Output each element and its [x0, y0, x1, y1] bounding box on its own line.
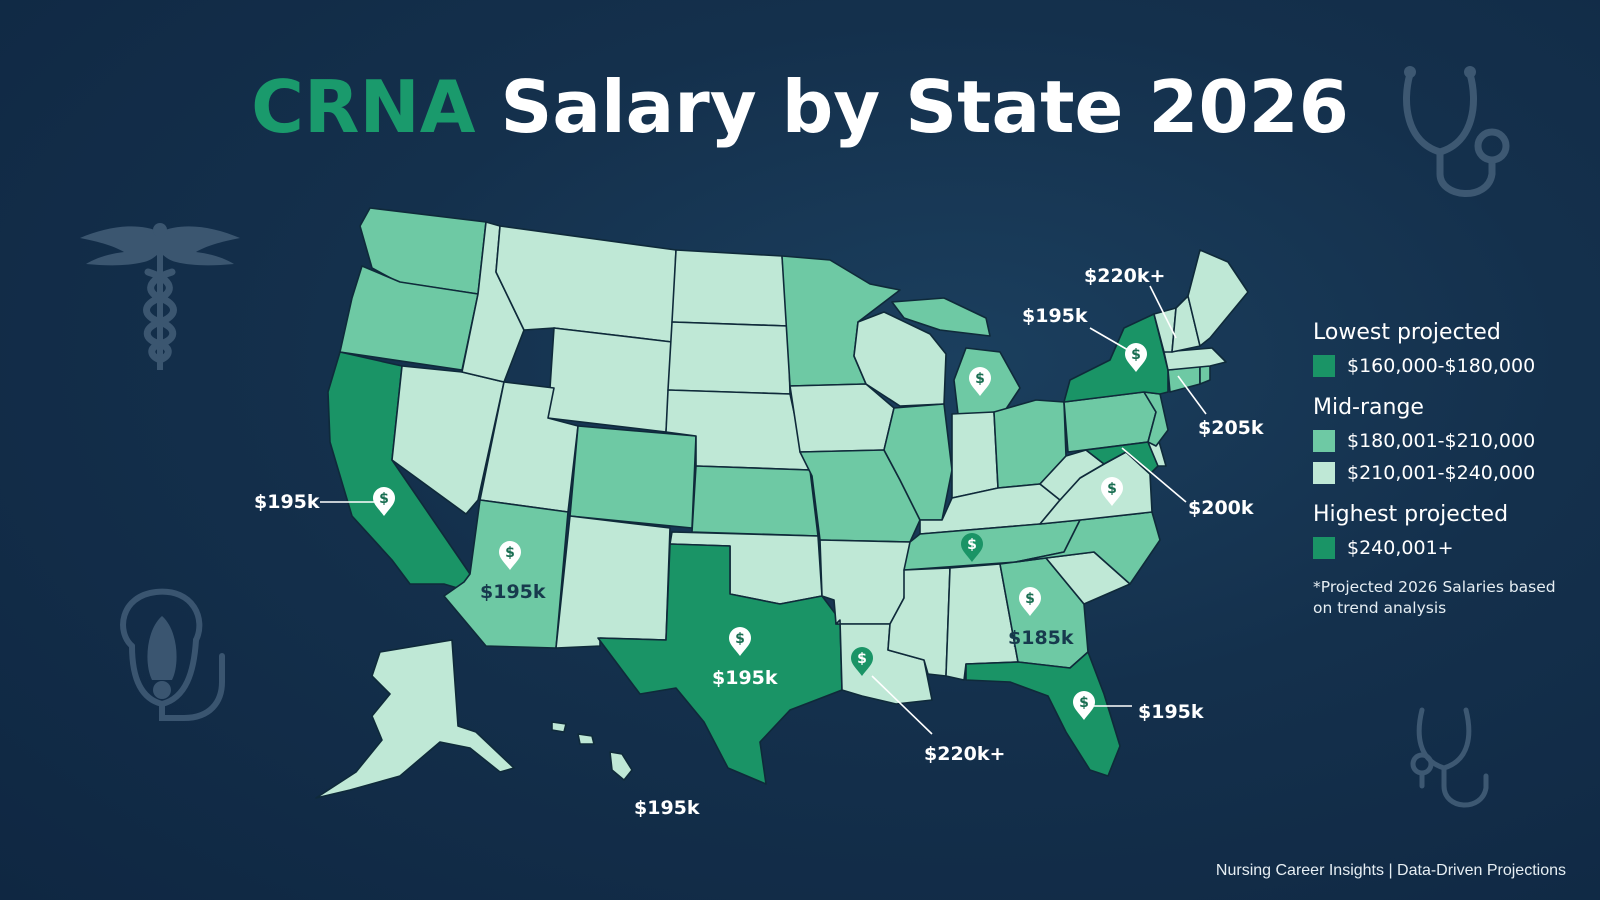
legend-group-title: Lowest projected: [1313, 320, 1501, 345]
legend-group: Lowest projected $160,000-$180,000: [1313, 320, 1573, 377]
footer-credit: Nursing Career Insights | Data-Driven Pr…: [1215, 862, 1566, 879]
state-nm: [555, 515, 671, 649]
title-accent: CRNA: [251, 65, 476, 149]
legend-swatch: [1313, 355, 1335, 377]
salary-callout-hi: $195k: [634, 797, 700, 819]
salary-callout-nj: $205k: [1198, 417, 1264, 439]
state-co: [569, 425, 697, 529]
stethoscope-icon: [1403, 66, 1510, 197]
legend-label: $240,001+: [1347, 537, 1454, 559]
dollar-pin-icon-ca: $: [373, 487, 395, 516]
title-rest: Salary by State 2026: [500, 65, 1349, 149]
legend-label: $210,001-$240,000: [1347, 462, 1536, 484]
svg-text:$: $: [1107, 481, 1117, 497]
callout-leader-la: [871, 675, 933, 735]
dollar-pin-icon-tn-pin: $: [961, 533, 983, 562]
salary-callout-tx: $195k: [712, 667, 778, 689]
svg-text:$: $: [967, 537, 977, 553]
salary-callout-ca: $195k: [254, 491, 320, 513]
legend-swatch: [1313, 430, 1335, 452]
state-fl: [965, 651, 1121, 777]
legend-note: *Projected 2026 Salaries based on trend …: [1313, 578, 1556, 617]
state-ia: [789, 383, 895, 453]
state-ma: [1163, 347, 1227, 371]
svg-text:$: $: [857, 651, 867, 667]
legend-item: $160,000-$180,000: [1313, 355, 1573, 377]
state-nd: [671, 249, 789, 327]
state-nc: [1015, 511, 1161, 585]
legend-item: $210,001-$240,000: [1313, 462, 1573, 484]
state-az: [443, 499, 569, 649]
svg-text:$: $: [379, 491, 389, 507]
salary-callout-ga: $185k: [1008, 627, 1074, 649]
state-sd: [667, 321, 791, 395]
salary-callout-ne: $220k+: [1084, 265, 1165, 287]
state-ny: [1063, 313, 1169, 403]
state-mt: [495, 225, 677, 343]
legend-item: $180,001-$210,000: [1313, 430, 1573, 452]
svg-text:$: $: [1025, 591, 1035, 607]
dollar-pin-icon-fl: $: [1073, 691, 1095, 720]
callout-leader-ne: [1149, 285, 1177, 339]
legend-group: Highest projected $240,001+: [1313, 502, 1573, 559]
callout-leader-ny: [1089, 327, 1129, 351]
oxygen-mask-icon: [120, 588, 225, 721]
legend-label: $160,000-$180,000: [1347, 355, 1536, 377]
legend-group-title: Mid-range: [1313, 395, 1424, 420]
callout-leader-nj: [1177, 375, 1207, 415]
svg-text:$: $: [975, 371, 985, 387]
dollar-pin-icon-mi-pin: $: [969, 367, 991, 396]
svg-text:$: $: [1079, 695, 1089, 711]
salary-callout-ny: $195k: [1022, 305, 1088, 327]
state-ri: [1199, 365, 1211, 385]
dollar-pin-icon-la: $: [851, 647, 873, 676]
dollar-pin-icon-tx: $: [729, 627, 751, 656]
state-wy: [547, 327, 673, 433]
dollar-pin-icon-ny: $: [1125, 343, 1147, 372]
state-hi1: [609, 751, 633, 781]
state-mi_up: [891, 297, 991, 337]
dollar-pin-icon-ga: $: [1019, 587, 1041, 616]
legend-group-title: Highest projected: [1313, 502, 1509, 527]
legend-item: $240,001+: [1313, 537, 1573, 559]
state-in: [951, 411, 999, 499]
stethoscope-icon-small: [1410, 707, 1489, 808]
legend-group: Mid-range $180,001-$210,000 $210,001-$240,…: [1313, 395, 1573, 484]
svg-text:$: $: [1131, 347, 1141, 363]
svg-text:$: $: [505, 545, 515, 561]
state-hi3: [551, 721, 567, 733]
dollar-pin-icon-va: $: [1101, 477, 1123, 506]
page-title: CRNA Salary by State 2026: [0, 62, 1600, 152]
dollar-pin-icon-az: $: [499, 541, 521, 570]
state-tx: [597, 543, 843, 785]
legend-label: $180,001-$210,000: [1347, 430, 1536, 452]
legend-swatch: [1313, 537, 1335, 559]
salary-callout-az: $195k: [480, 581, 546, 603]
svg-text:$: $: [735, 631, 745, 647]
state-hi2: [577, 733, 595, 745]
legend: Lowest projected $160,000-$180,000 Mid-ran…: [1313, 320, 1573, 619]
salary-callout-la: $220k+: [924, 743, 1005, 765]
state-ak: [315, 639, 515, 799]
callout-leader-va: [1121, 447, 1187, 503]
salary-callout-fl: $195k: [1138, 701, 1204, 723]
salary-callout-va: $200k: [1188, 497, 1254, 519]
caduceus-icon: [80, 223, 240, 370]
state-ks: [691, 465, 819, 537]
legend-swatch: [1313, 462, 1335, 484]
state-me: [1187, 249, 1249, 347]
